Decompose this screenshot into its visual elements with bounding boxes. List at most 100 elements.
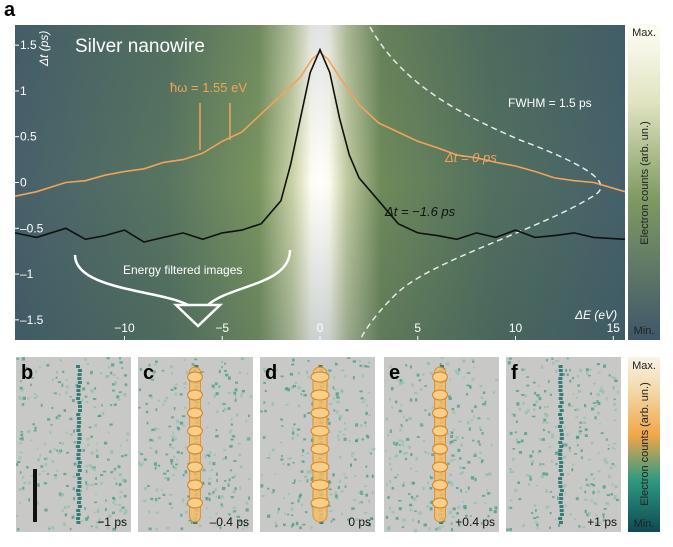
speckle bbox=[364, 398, 367, 401]
speckle bbox=[291, 436, 295, 440]
speckle bbox=[557, 523, 561, 527]
speckle bbox=[536, 484, 539, 487]
speckle bbox=[473, 452, 477, 455]
speckle bbox=[211, 384, 215, 388]
speckle bbox=[234, 474, 237, 477]
speckle bbox=[334, 362, 338, 366]
speckle bbox=[112, 527, 116, 531]
speckle bbox=[110, 371, 113, 375]
speckle bbox=[30, 383, 32, 387]
speckle bbox=[518, 451, 523, 454]
speckle bbox=[579, 421, 583, 424]
speckle bbox=[148, 376, 150, 380]
speckle bbox=[399, 378, 403, 383]
wire bbox=[77, 437, 82, 440]
speckle bbox=[405, 457, 408, 461]
speckle bbox=[478, 443, 481, 446]
speckle bbox=[326, 497, 329, 500]
speckle bbox=[547, 380, 550, 384]
speckle bbox=[81, 398, 84, 402]
speckle bbox=[85, 469, 88, 474]
speckle bbox=[145, 410, 149, 414]
speckle bbox=[581, 456, 583, 460]
speckle bbox=[586, 483, 589, 487]
speckle bbox=[613, 398, 616, 401]
speckle bbox=[427, 361, 431, 366]
speckle bbox=[20, 396, 23, 400]
speckle bbox=[485, 473, 489, 476]
speckle bbox=[224, 362, 226, 365]
speckle bbox=[366, 435, 370, 439]
speckle bbox=[399, 428, 402, 432]
speckle bbox=[429, 507, 433, 511]
speckle bbox=[292, 462, 295, 464]
speckle bbox=[360, 490, 363, 493]
speckle bbox=[214, 382, 218, 386]
speckle bbox=[614, 379, 618, 383]
hotspot bbox=[187, 443, 203, 455]
wire bbox=[76, 393, 81, 396]
speckle bbox=[468, 427, 471, 431]
speckle bbox=[233, 391, 237, 395]
hotspot bbox=[432, 425, 448, 437]
speckle bbox=[228, 513, 231, 516]
speckle bbox=[507, 506, 511, 510]
speckle bbox=[514, 431, 517, 434]
speckle bbox=[173, 466, 178, 470]
speckle bbox=[398, 439, 402, 442]
speckle bbox=[598, 522, 602, 524]
time-label: –0.4 ps bbox=[210, 515, 249, 529]
speckle bbox=[344, 485, 347, 488]
speckle bbox=[515, 438, 518, 442]
speckle bbox=[287, 463, 290, 466]
speckle bbox=[126, 438, 129, 442]
speckle bbox=[94, 423, 98, 428]
speckle bbox=[342, 433, 346, 436]
speckle bbox=[354, 474, 357, 477]
speckle bbox=[401, 381, 405, 385]
speckle bbox=[430, 476, 434, 480]
speckle bbox=[262, 436, 266, 439]
speckle bbox=[268, 457, 270, 459]
speckle bbox=[427, 481, 429, 484]
speckle bbox=[422, 487, 425, 491]
speckle bbox=[351, 452, 355, 455]
speckle bbox=[290, 507, 294, 511]
speckle bbox=[362, 400, 366, 403]
wire bbox=[76, 413, 81, 416]
speckle bbox=[614, 485, 618, 488]
speckle bbox=[577, 384, 580, 387]
speckle bbox=[571, 468, 574, 472]
speckle bbox=[337, 438, 341, 441]
speckle bbox=[43, 482, 48, 485]
speckle bbox=[328, 403, 333, 405]
wire bbox=[76, 441, 81, 444]
speckle bbox=[338, 417, 341, 421]
speckle bbox=[205, 426, 209, 429]
fwhm-envelope bbox=[359, 26, 602, 341]
speckle bbox=[44, 457, 47, 461]
speckle bbox=[107, 431, 110, 434]
speckle bbox=[161, 369, 165, 372]
panel-label: f bbox=[511, 362, 518, 384]
speckle bbox=[204, 454, 207, 459]
speckle bbox=[576, 444, 579, 447]
wire bbox=[559, 373, 564, 376]
speckle bbox=[614, 408, 617, 411]
speckle bbox=[150, 497, 154, 501]
speckle bbox=[588, 374, 591, 377]
hotspot bbox=[187, 497, 203, 509]
speckle bbox=[297, 371, 301, 375]
wire bbox=[559, 401, 564, 404]
speckle bbox=[462, 467, 466, 469]
wire bbox=[559, 409, 564, 412]
speckle bbox=[46, 364, 50, 367]
speckle bbox=[234, 388, 238, 392]
speckle bbox=[411, 482, 415, 485]
speckle bbox=[481, 459, 484, 462]
speckle bbox=[414, 391, 418, 395]
speckle bbox=[569, 369, 571, 372]
speckle bbox=[16, 515, 19, 518]
speckle bbox=[113, 467, 117, 470]
speckle bbox=[352, 375, 355, 380]
